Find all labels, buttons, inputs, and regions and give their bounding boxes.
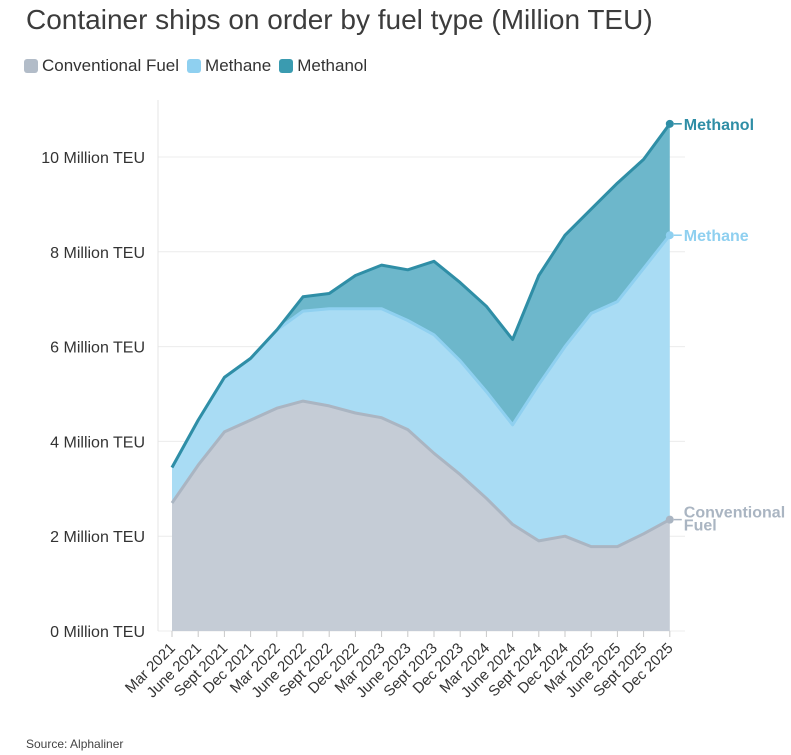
y-tick-label: 4 Million TEU (50, 434, 145, 451)
legend-label-methane: Methane (205, 56, 272, 75)
legend-item-methanol[interactable]: Methanol (279, 56, 367, 76)
chart-title: Container ships on order by fuel type (M… (26, 4, 653, 35)
legend-item-methane[interactable]: Methane (187, 56, 271, 76)
area-methanol (172, 123, 670, 468)
end-marker-methanol (665, 119, 674, 128)
y-tick-label: 8 Million TEU (50, 245, 145, 262)
source-note: Source: Alphaliner (26, 737, 124, 751)
y-tick-label: 0 Million TEU (50, 624, 145, 641)
legend-label-methanol: Methanol (297, 56, 368, 75)
legend-item-conventional-fuel[interactable]: Conventional Fuel (24, 56, 179, 76)
y-tick-label: 6 Million TEU (50, 340, 145, 357)
y-tick-label: 2 Million TEU (50, 529, 145, 546)
end-label-conventional-fuel: Conventional (684, 505, 785, 522)
legend-label-conventional-fuel: Conventional Fuel (42, 56, 180, 75)
legend-swatch-methanol (279, 59, 294, 73)
legend-swatch-methane (187, 59, 202, 73)
end-marker-methane (665, 231, 674, 240)
end-label-methanol: Methanol (684, 117, 754, 134)
area-methane (172, 235, 670, 547)
end-label-conventional-fuel: Fuel (684, 518, 717, 535)
legend-swatch-conventional-fuel (24, 59, 38, 73)
line-methanol (170, 122, 672, 469)
area-conventional-fuel (172, 401, 670, 631)
legend: Conventional Fuel Methane Methanol (24, 56, 375, 76)
end-label-methane: Methane (684, 228, 749, 245)
y-tick-label: 10 Million TEU (41, 150, 145, 167)
end-marker-conventional-fuel (665, 515, 674, 524)
line-conventional-fuel (170, 399, 671, 549)
